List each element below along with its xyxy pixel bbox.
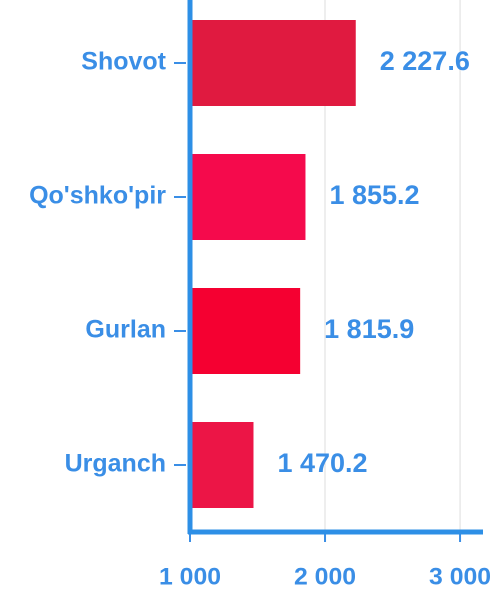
x-tick-label: 1 000 [159, 563, 221, 590]
bar [190, 422, 254, 508]
value-label: 1 855.2 [329, 180, 419, 210]
value-label: 1 815.9 [324, 314, 414, 344]
bar [190, 288, 301, 374]
x-tick-label: 3 000 [429, 563, 491, 590]
bar [190, 20, 356, 106]
y-tick-label: Qo'shko'pir [29, 182, 166, 210]
bar [190, 154, 306, 240]
value-label: 2 227.6 [380, 46, 470, 76]
y-tick-label: Shovot [81, 48, 166, 76]
x-tick-label: 2 000 [294, 563, 356, 590]
y-tick-label: Urganch [65, 450, 166, 478]
y-tick-label: Gurlan [85, 316, 166, 344]
value-label: 1 470.2 [277, 448, 367, 478]
